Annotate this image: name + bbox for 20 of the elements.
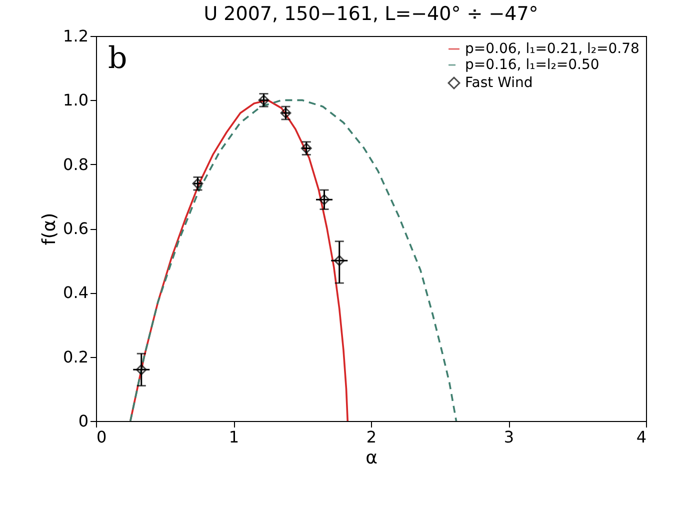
annotation: b	[108, 41, 128, 76]
y-tick-label: 0.2	[63, 347, 88, 366]
y-axis-title: f(α)	[39, 212, 60, 246]
y-tick-label: 1.0	[63, 90, 88, 110]
x-tick-label: 4	[636, 428, 646, 446]
y-tick-label: 0.6	[63, 219, 88, 238]
x-tick-label: 1	[228, 428, 240, 446]
legend-label: Fast Wind	[465, 75, 533, 91]
x-tick-label: 2	[366, 428, 377, 446]
legend-label: p=0.16, l₁=l₂=0.50	[465, 57, 600, 73]
x-tick-label: 3	[504, 428, 514, 446]
y-tick-label: 0	[78, 412, 88, 430]
y-tick-label: 0.8	[63, 154, 88, 174]
x-tick-label: 0	[96, 428, 107, 446]
line-series	[129, 99, 458, 421]
y-tick-label: 0.4	[63, 283, 88, 302]
y-tick-label: 1.2	[63, 26, 88, 46]
legend-label: p=0.06, l₁=0.21, l₂=0.78	[465, 41, 640, 57]
chart-title: U 2007, 150−161, L=−40° ÷ −47°	[204, 3, 538, 25]
x-axis-title: α	[366, 448, 378, 468]
